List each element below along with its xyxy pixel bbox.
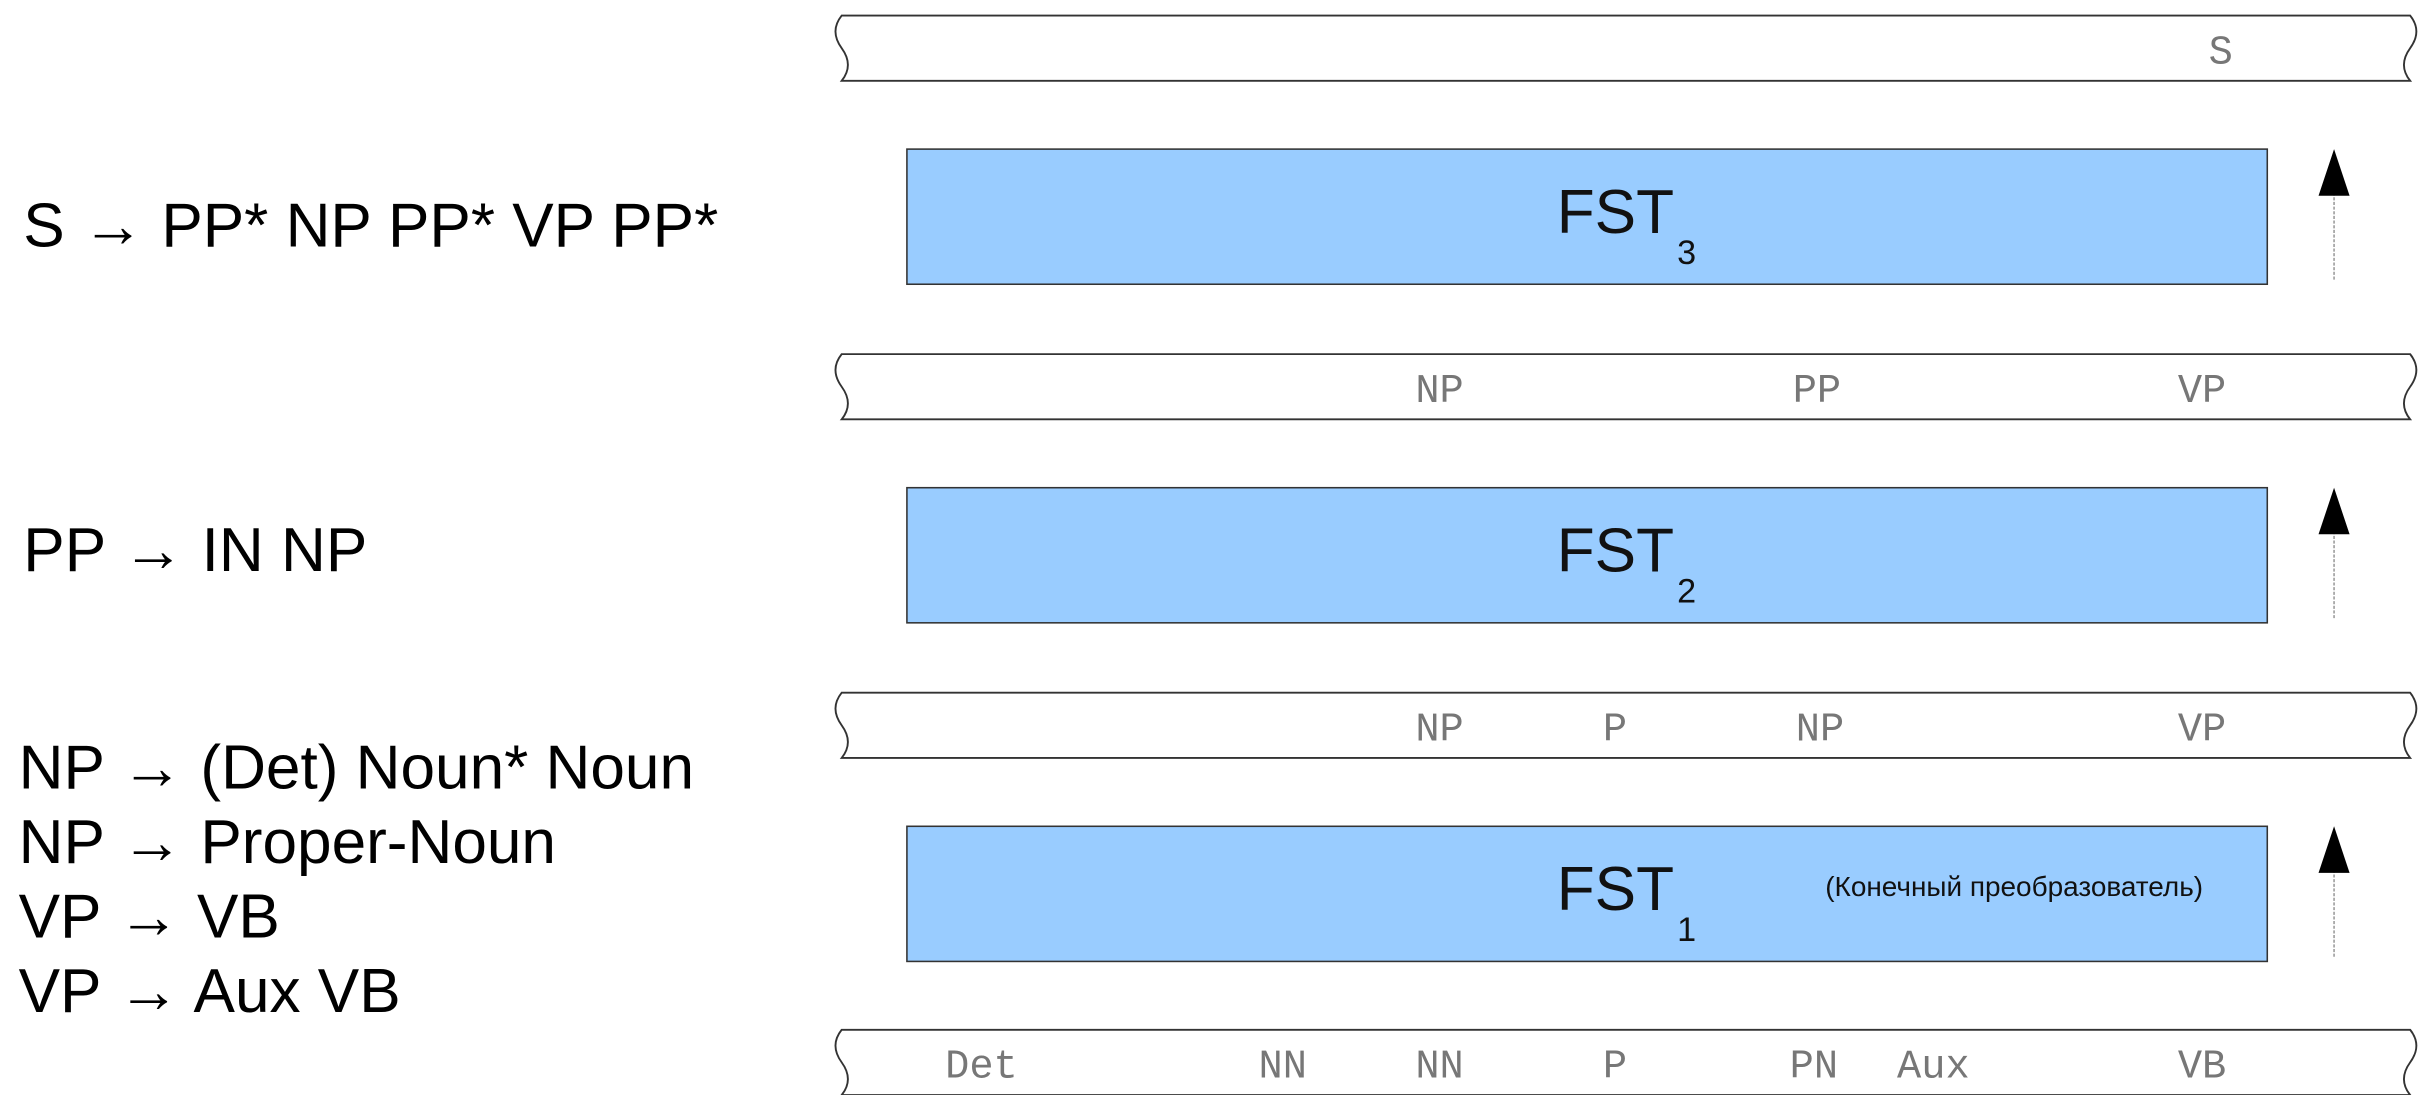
- fst-label: FST: [1557, 855, 1674, 924]
- tape-token: NP: [1415, 708, 1463, 754]
- arrow-head: [2318, 149, 2350, 196]
- fst-subscript: 3: [1677, 234, 1696, 272]
- arrow-head: [2318, 826, 2350, 873]
- tape: [834, 691, 2418, 759]
- fst-subscript: 2: [1677, 573, 1696, 611]
- grammar-rule: NP → (Det) Noun* Noun: [19, 733, 694, 802]
- tape: [834, 1028, 2418, 1095]
- tape-token: PP: [1793, 369, 1841, 415]
- fst-box: [906, 825, 2269, 963]
- grammar-rule: S → PP* NP PP* VP PP*: [23, 191, 718, 260]
- tape: [834, 14, 2418, 82]
- tape-token: VB: [2178, 1045, 2226, 1091]
- fst-box: [906, 148, 2269, 286]
- tape-token: NP: [1796, 708, 1844, 754]
- grammar-rule: VP → Aux VB: [19, 957, 401, 1026]
- tape-token: VP: [2178, 708, 2226, 754]
- tape-token: VP: [2178, 369, 2226, 415]
- grammar-rule: NP → Proper-Noun: [19, 808, 556, 877]
- fst-label: FST: [1557, 178, 1674, 247]
- arrow-head: [2318, 487, 2350, 535]
- grammar-rule: VP → VB: [19, 882, 280, 951]
- grammar-rule: PP → IN NP: [23, 516, 367, 585]
- tape-token: Aux: [1897, 1045, 1970, 1091]
- tape-token: Det: [945, 1045, 1018, 1091]
- fst-note: (Конечный преобразователь): [1825, 871, 2203, 902]
- tape-token: PN: [1790, 1045, 1838, 1091]
- tape-token: NP: [1415, 369, 1463, 415]
- tape: [834, 353, 2418, 421]
- fst-label: FST: [1557, 517, 1674, 586]
- tape-token: NN: [1415, 1045, 1463, 1091]
- fst-subscript: 1: [1677, 911, 1696, 949]
- tape-token: P: [1603, 708, 1627, 754]
- tape-token: S: [2209, 30, 2233, 76]
- fst-box: [906, 486, 2269, 624]
- tape-token: NN: [1258, 1045, 1306, 1091]
- tape-token: P: [1603, 1045, 1627, 1091]
